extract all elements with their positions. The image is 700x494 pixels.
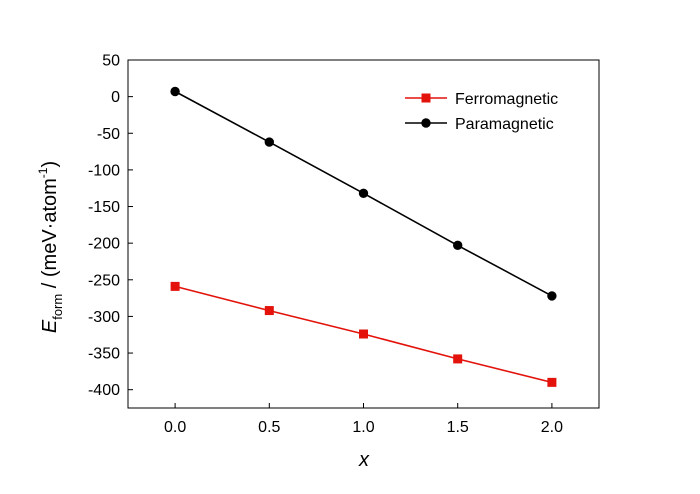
y-tick-label: 0: [111, 89, 120, 106]
data-point: [547, 291, 557, 301]
y-title-symbol: E: [39, 319, 61, 333]
data-point: [264, 306, 274, 316]
legend-marker: [421, 118, 431, 128]
data-point: [359, 329, 368, 339]
data-point: [358, 188, 369, 199]
plot-frame: [127, 59, 600, 409]
y-tick-label: -150: [88, 199, 120, 216]
series-layer: [170, 86, 557, 387]
y-tick-label: -400: [88, 382, 120, 399]
series-ferromagnetic: [170, 281, 557, 387]
legend: Ferromagnetic Paramagnetic: [405, 91, 558, 133]
legend-marker: [421, 93, 431, 103]
series-paramagnetic: [170, 86, 557, 301]
x-tick-label: 0.0: [164, 419, 186, 436]
y-tick-label: -100: [88, 162, 120, 179]
data-point: [264, 137, 274, 147]
y-tick-label: -50: [97, 126, 120, 143]
x-tick-label: 2.0: [541, 419, 563, 436]
y-tick-label: -350: [88, 346, 120, 363]
y-tick-label: -300: [88, 309, 120, 326]
y-axis-title: Eform / (meV·atom-1): [36, 161, 65, 333]
y-title-subscript: form: [50, 294, 65, 320]
legend-item-ferromagnetic: Ferromagnetic: [405, 91, 558, 108]
legend-item-paramagnetic: Paramagnetic: [405, 116, 554, 133]
y-tick-label: -250: [88, 272, 120, 289]
x-tick-label: 1.0: [352, 419, 374, 436]
y-tick-label: -200: [88, 236, 120, 253]
x-axis-title: x: [358, 449, 370, 471]
data-point: [453, 354, 463, 364]
y-title-close: ): [39, 161, 61, 168]
x-tick-label: 1.5: [447, 419, 469, 436]
data-point: [453, 240, 463, 251]
legend-label: Paramagnetic: [455, 116, 554, 133]
x-tick-label: 0.5: [258, 419, 280, 436]
legend-label: Ferromagnetic: [455, 91, 558, 108]
data-point: [547, 377, 557, 387]
axes: 50 0 -50 -100 -150 -200 -250 -300 -350 -400 0.0 0.5…: [88, 53, 600, 436]
y-tick-label: 50: [102, 53, 120, 70]
y-title-units: / (meV·atom: [39, 178, 61, 294]
data-point: [170, 86, 180, 97]
y-axis-title-text: Eform / (meV·atom-1): [36, 161, 65, 333]
y-title-exponent: -1: [36, 167, 50, 178]
data-point: [170, 281, 180, 291]
